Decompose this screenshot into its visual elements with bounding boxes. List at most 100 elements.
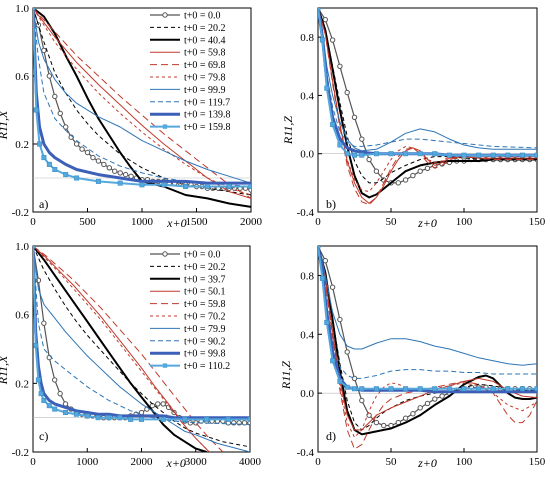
data-point — [204, 416, 210, 422]
data-point — [410, 172, 416, 179]
data-point — [322, 258, 328, 264]
data-point — [57, 110, 63, 117]
legend: t+0 = 0.0t+0 = 20.2t+0 = 39.7t+0 = 50.1t… — [150, 250, 230, 372]
y-tick-label: 0.2 — [15, 139, 29, 151]
x-tick-label: 0 — [30, 456, 36, 468]
series-line-1 — [318, 246, 537, 427]
legend-label: t+0 = 40.4 — [184, 35, 226, 46]
data-point — [84, 149, 91, 156]
data-point — [101, 161, 107, 168]
data-point — [424, 400, 431, 407]
x-tick-label: 500 — [79, 216, 96, 228]
data-point — [351, 114, 358, 120]
series-line-6 — [318, 246, 537, 438]
series-line-5 — [33, 8, 251, 199]
legend-label: t+0 = 69.8 — [184, 60, 226, 71]
series-line-2 — [33, 8, 251, 196]
data-point — [248, 184, 251, 190]
legend-label: t+0 = 159.8 — [184, 122, 231, 133]
data-point — [402, 415, 409, 421]
series-line-6 — [33, 246, 210, 452]
legend-marker — [162, 12, 168, 18]
data-point — [432, 396, 438, 402]
data-point — [322, 16, 328, 23]
data-point — [519, 386, 525, 392]
legend-marker — [162, 124, 168, 129]
legend-label: t+0 = 59.8 — [184, 48, 226, 59]
data-point — [403, 151, 409, 157]
series-line-8 — [318, 246, 537, 379]
legend-marker — [162, 363, 168, 368]
series-line-9 — [33, 8, 251, 185]
data-point — [74, 175, 80, 181]
data-point — [461, 152, 467, 158]
data-point — [505, 152, 511, 158]
legend-label: t+0 = 90.2 — [184, 336, 226, 347]
data-point — [388, 386, 394, 392]
plot-area — [318, 246, 537, 450]
data-point — [432, 151, 438, 157]
data-point — [128, 416, 134, 422]
data-point — [95, 158, 102, 164]
data-point — [373, 151, 379, 157]
y-tick-label: 1.0 — [15, 3, 29, 15]
series-line-3 — [318, 8, 537, 199]
x-axis-label: z+0 — [417, 216, 437, 230]
series-line-8 — [318, 8, 537, 149]
data-point — [359, 397, 365, 404]
data-point — [330, 122, 336, 128]
data-point — [319, 275, 325, 281]
data-point — [351, 375, 358, 382]
y-tick-label: 0.0 — [300, 388, 314, 400]
data-point — [381, 422, 387, 429]
series-line-7 — [33, 246, 250, 452]
data-point — [329, 284, 336, 290]
series-line-3 — [33, 8, 251, 208]
legend-marker — [162, 251, 168, 257]
data-point — [534, 152, 537, 158]
data-point — [41, 155, 47, 161]
data-point — [139, 416, 145, 422]
data-point — [505, 386, 511, 392]
x-tick-label: 3000 — [185, 456, 208, 468]
data-point — [337, 142, 343, 148]
series-line-7 — [318, 246, 537, 366]
legend-label: t+0 = 79.9 — [184, 324, 226, 335]
data-point — [35, 377, 41, 383]
data-point — [106, 415, 112, 421]
legend: t+0 = 0.0t+0 = 20.2t+0 = 40.4t+0 = 59.8t… — [150, 11, 231, 133]
data-point — [128, 173, 134, 180]
legend-label: t+0 = 70.2 — [184, 312, 226, 323]
panel-label: c) — [39, 429, 48, 443]
chart-panel-3: 0 1000 2000 3000 4000-0.20.20.61.0t+0 = 0.0t… — [0, 241, 262, 470]
data-point — [417, 168, 423, 174]
x-tick-label: 150 — [529, 456, 546, 468]
data-point — [46, 73, 53, 79]
data-point — [112, 168, 118, 174]
data-point — [37, 141, 43, 147]
chart-panel-1: 0 500 1000 1500 2000-0.20.20.61.0t+0 = 0.0t+… — [0, 3, 263, 230]
data-point — [52, 406, 58, 412]
data-point — [337, 63, 343, 69]
series-line-10 — [33, 8, 251, 188]
y-tick-label: -0.4 — [297, 207, 315, 219]
data-point — [432, 386, 438, 392]
data-point — [417, 151, 423, 157]
series-line-5 — [318, 246, 537, 450]
chart-panel-2: 0 50 100 150 -0.4 0.0 0.4 0.8 b) z+0 R11,Z — [281, 7, 546, 230]
data-point — [461, 386, 467, 392]
data-point — [160, 416, 166, 422]
x-tick-label: 150 — [529, 216, 546, 228]
series-line-4 — [318, 246, 537, 431]
series-line-7 — [318, 8, 537, 152]
x-tick-label: 100 — [456, 456, 473, 468]
y-tick-label: 0.4 — [300, 329, 314, 341]
data-point — [388, 151, 394, 157]
data-point — [62, 124, 69, 130]
data-point — [139, 182, 145, 188]
x-axis-label: x+0 — [166, 216, 186, 230]
legend-label: t+0 = 59.8 — [184, 299, 226, 310]
data-point — [183, 184, 189, 190]
x-tick-label: 1000 — [76, 456, 99, 468]
data-point — [446, 152, 452, 158]
